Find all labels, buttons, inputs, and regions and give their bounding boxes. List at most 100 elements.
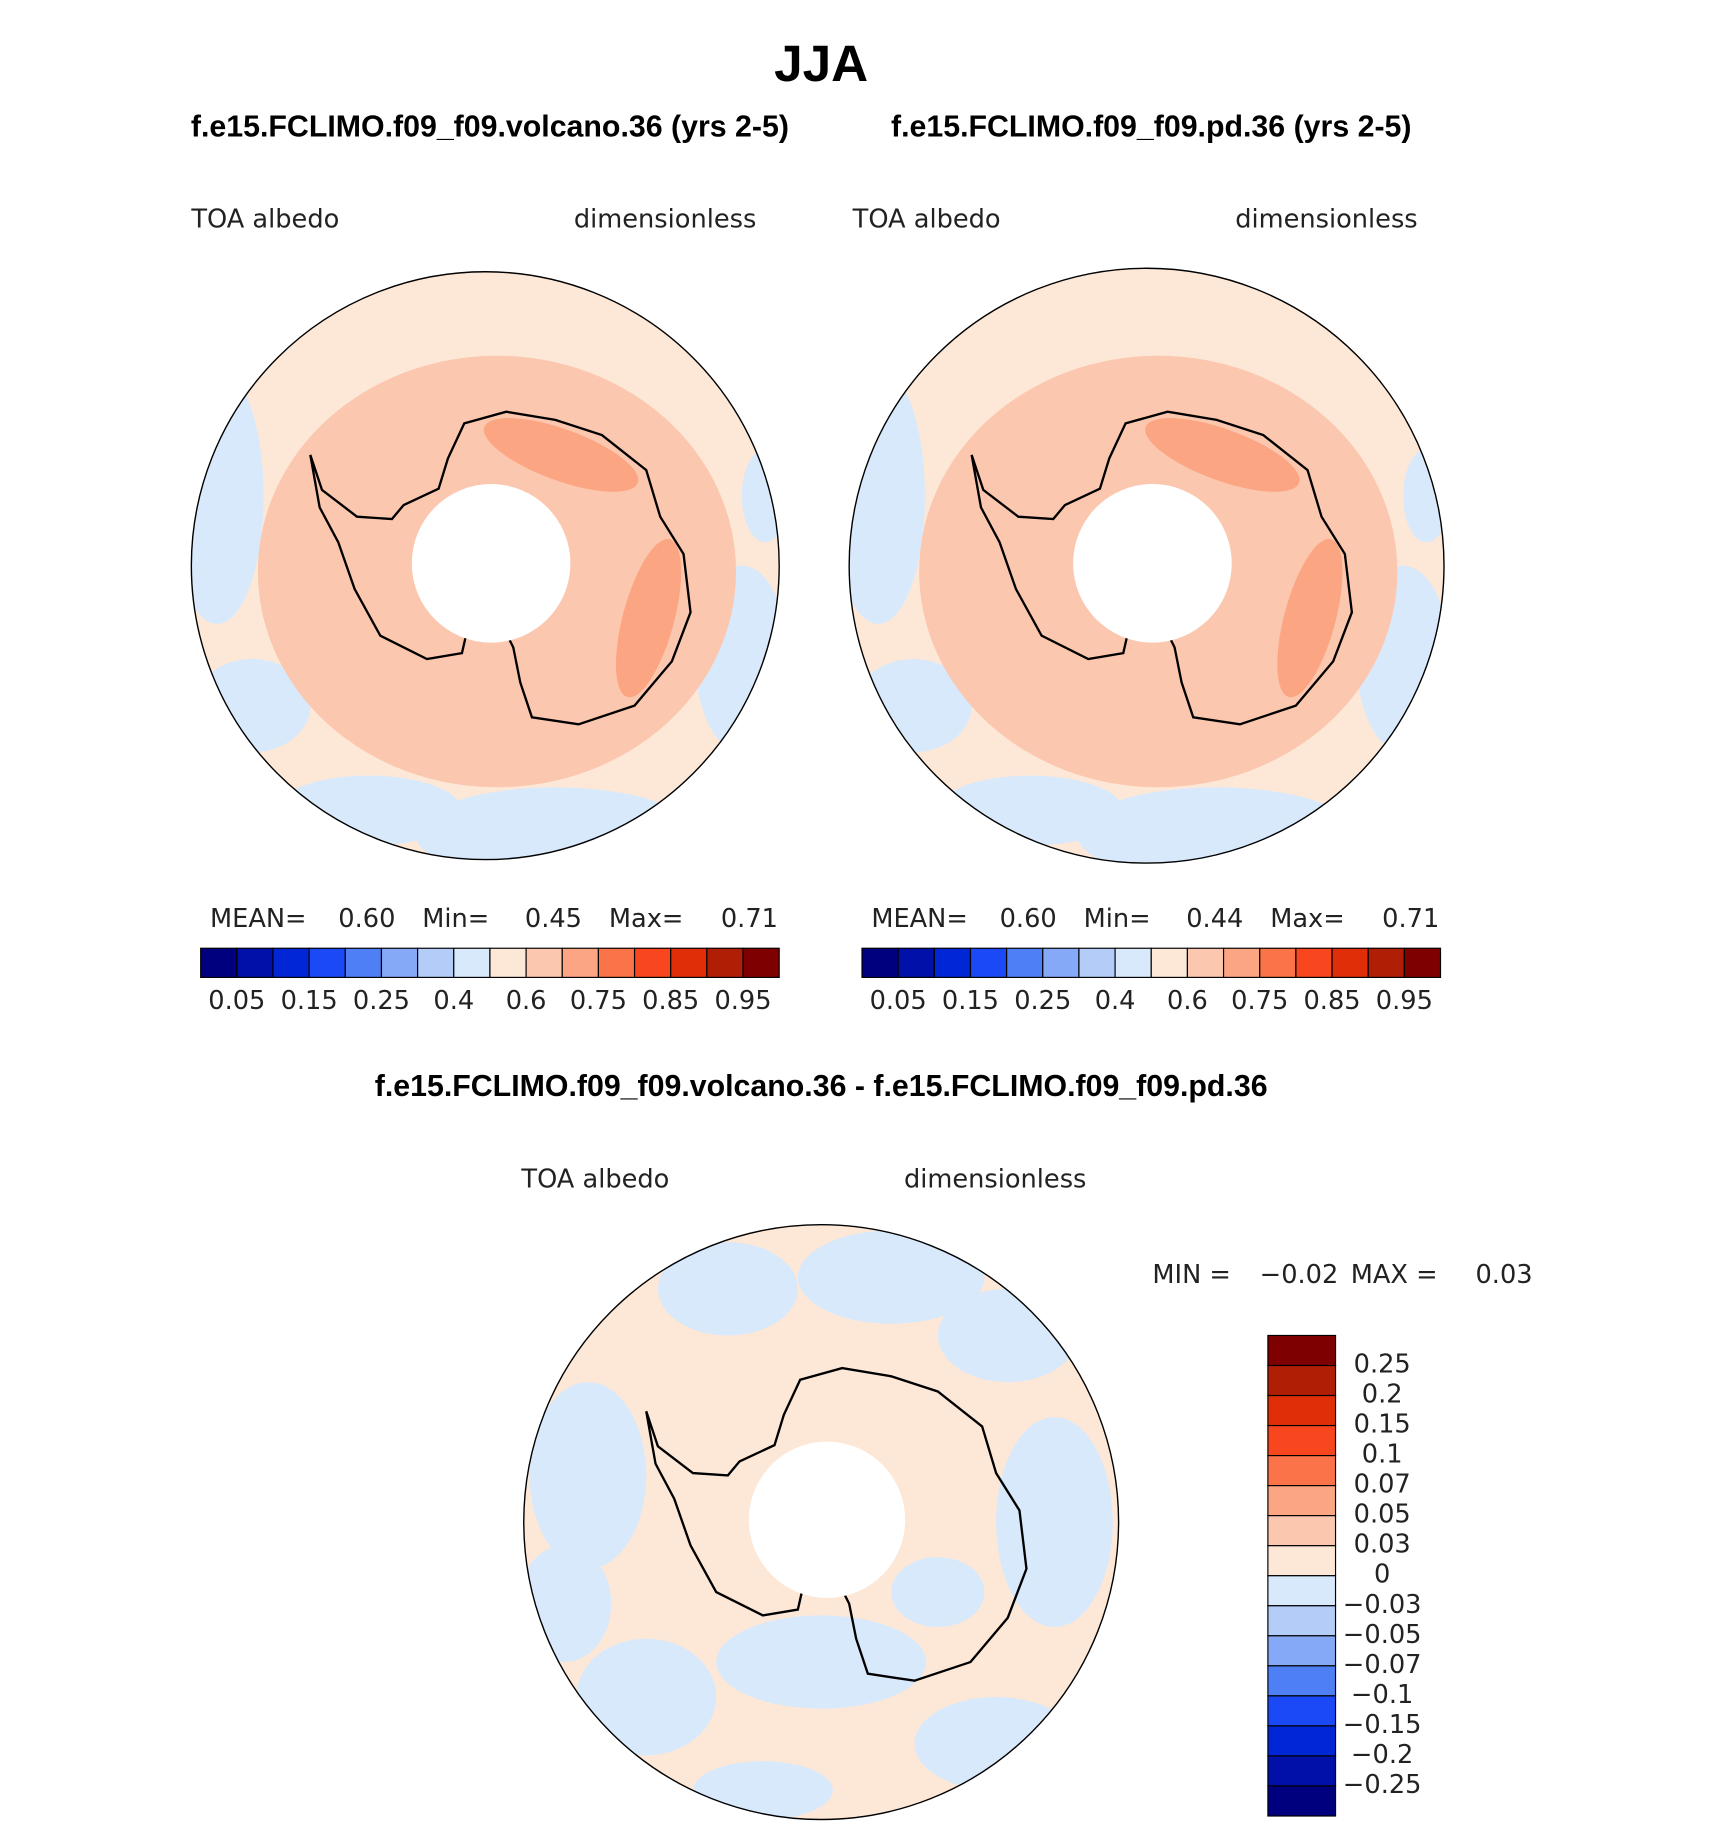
colorbar-label: 0.6 xyxy=(506,986,547,1016)
colorbar-label: −0.1 xyxy=(1351,1680,1413,1710)
colorbar-label: −0.15 xyxy=(1343,1710,1422,1740)
units-label: dimensionless xyxy=(574,204,756,234)
colorbar-label: 0.85 xyxy=(1303,986,1360,1016)
high-region xyxy=(483,417,639,492)
colorbar-box xyxy=(1295,947,1333,978)
colorbar-box xyxy=(417,947,455,978)
colorbar-label: 0.95 xyxy=(1376,986,1433,1016)
colorbar-label: 0.07 xyxy=(1354,1470,1411,1500)
stat-label: MAX = xyxy=(1351,1260,1438,1290)
colorbar-box xyxy=(272,947,310,978)
colorbar-label: 0.25 xyxy=(353,986,410,1016)
colorbar-label: 0.75 xyxy=(570,986,627,1016)
colorbar-box xyxy=(1267,1424,1337,1457)
coastline xyxy=(645,1366,1028,1682)
difference-title: f.e15.FCLIMO.f09_f09.volcano.36 - f.e15.… xyxy=(375,1070,1268,1103)
variable-label: TOA albedo xyxy=(852,204,1001,234)
negative-region xyxy=(996,1417,1113,1628)
colorbar-label: 0.05 xyxy=(208,986,265,1016)
colorbar-box xyxy=(1267,1695,1337,1727)
stat-label: MEAN= xyxy=(210,904,307,934)
units-label: dimensionless xyxy=(1235,204,1417,234)
high-region xyxy=(1145,417,1300,492)
units-label: dimensionless xyxy=(904,1164,1086,1194)
colorbar-label: 0.03 xyxy=(1354,1530,1411,1560)
pole-hole xyxy=(748,1441,906,1598)
colorbar-box xyxy=(1267,1515,1337,1547)
colorbar-label: 0.75 xyxy=(1231,986,1288,1016)
colorbar-label: 0.15 xyxy=(1354,1410,1411,1440)
colorbar-box xyxy=(1267,1665,1337,1697)
negative-region xyxy=(523,1545,612,1663)
colorbar-label: 0.25 xyxy=(1354,1350,1411,1380)
map-border xyxy=(190,271,780,861)
colorbar-label: 0.95 xyxy=(714,986,771,1016)
colorbar-label: −0.03 xyxy=(1343,1590,1422,1620)
colorbar-box xyxy=(1267,1725,1337,1757)
negative-region xyxy=(716,1615,927,1709)
map-border xyxy=(848,267,1445,864)
negative-region xyxy=(891,1557,985,1628)
negative-region xyxy=(797,1230,985,1324)
colorbar-box xyxy=(670,947,708,978)
colorbar-box xyxy=(200,947,238,978)
colorbar-box xyxy=(1259,947,1297,978)
colorbar-box xyxy=(1078,947,1116,978)
map-border xyxy=(523,1223,1120,1821)
low-region xyxy=(936,775,1124,846)
colorbar-box xyxy=(861,947,899,978)
colorbar-box xyxy=(1267,1755,1337,1787)
negative-region xyxy=(692,1761,833,1820)
stat-value: 0.03 xyxy=(1475,1260,1532,1290)
colorbar-box xyxy=(1367,947,1405,978)
panel-title: f.e15.FCLIMO.f09_f09.volcano.36 (yrs 2-5… xyxy=(191,110,789,143)
colorbar-label: −0.2 xyxy=(1351,1740,1413,1770)
colorbar-box xyxy=(1331,947,1369,978)
colorbar-box xyxy=(742,947,780,978)
colorbar-box xyxy=(236,947,274,978)
colorbar-box xyxy=(453,947,491,978)
variable-label: TOA albedo xyxy=(190,204,339,234)
colorbar-box xyxy=(1267,1785,1337,1817)
colorbar-label: 0.4 xyxy=(1095,986,1136,1016)
stat-label: Min= xyxy=(1084,904,1151,934)
colorbar-label: −0.25 xyxy=(1343,1770,1422,1800)
colorbar-box xyxy=(1150,947,1188,978)
colorbar-label: 0.15 xyxy=(942,986,999,1016)
colorbar-box xyxy=(706,947,744,978)
colorbar-label: 0.05 xyxy=(870,986,927,1016)
colorbar-label: 0.4 xyxy=(433,986,474,1016)
colorbar-box xyxy=(633,947,672,978)
colorbar-label: 0.6 xyxy=(1167,986,1208,1016)
negative-region xyxy=(529,1382,647,1569)
pole-hole xyxy=(1073,484,1232,643)
colorbar-box xyxy=(489,947,527,978)
colorbar-box xyxy=(1267,1364,1337,1397)
colorbar-box xyxy=(1267,1575,1337,1607)
colorbar-box xyxy=(1403,947,1442,978)
colorbar-box xyxy=(1186,947,1225,978)
colorbar-label: 0.25 xyxy=(1014,986,1071,1016)
colorbar-label: 0.1 xyxy=(1362,1440,1403,1470)
colorbar-box xyxy=(597,947,636,978)
stat-value: 0.71 xyxy=(1382,904,1439,934)
colorbar-box xyxy=(1267,1545,1337,1577)
colorbar-box xyxy=(308,947,346,978)
low-region xyxy=(741,449,780,543)
colorbar-label: 0.15 xyxy=(281,986,338,1016)
polar-map xyxy=(849,268,1445,864)
colorbar-box xyxy=(969,947,1008,978)
stat-label: MIN = xyxy=(1152,1260,1231,1290)
colorbar-label: −0.05 xyxy=(1343,1620,1422,1650)
colorbar-box xyxy=(561,947,599,978)
stat-value: 0.44 xyxy=(1186,904,1243,934)
stat-value: 0.71 xyxy=(721,904,778,934)
colorbar-box xyxy=(1267,1635,1337,1667)
figure-title: JJA xyxy=(774,35,868,92)
colorbar-label: −0.07 xyxy=(1343,1650,1422,1680)
variable-label: TOA albedo xyxy=(520,1164,669,1194)
colorbar-box xyxy=(1267,1455,1337,1487)
colorbar-box xyxy=(1114,947,1152,978)
colorbar-box xyxy=(933,947,972,978)
colorbar-label: 0 xyxy=(1374,1560,1390,1590)
